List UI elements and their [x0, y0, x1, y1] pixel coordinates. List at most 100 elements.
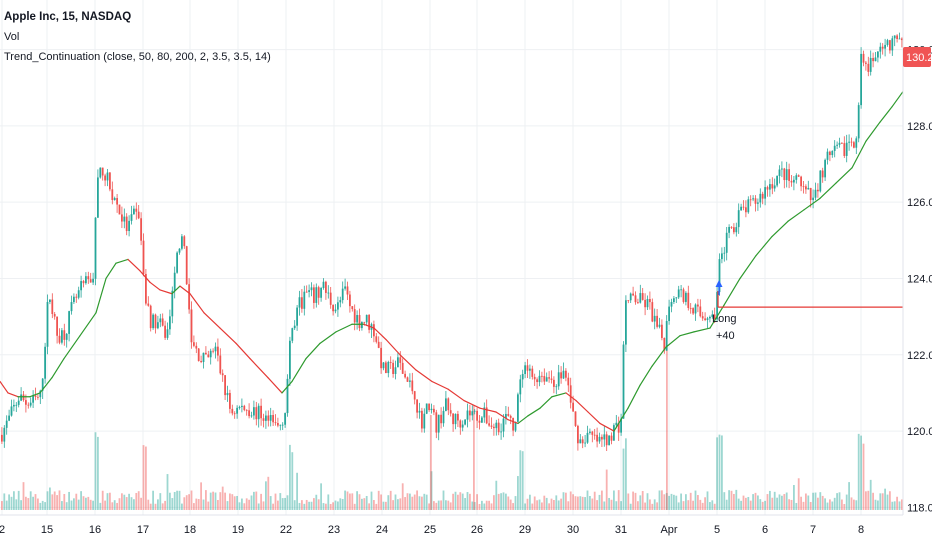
symbol-title[interactable]: Apple Inc, 15, NASDAQ — [4, 11, 132, 23]
volume-bar — [500, 493, 502, 510]
time-axis[interactable]: 2 15 16 17 18 19 22 23 24 25 26 29 30 31 Apr 5 6 7 8 — [0, 524, 864, 536]
candle-body — [589, 431, 591, 433]
candle-body — [740, 206, 742, 211]
volume-bar — [795, 502, 798, 510]
volume-bar — [572, 494, 574, 510]
candle-body — [440, 414, 442, 424]
volume-bar — [425, 494, 428, 510]
indicator-legend[interactable]: Trend_Continuation (close, 50, 80, 200, … — [4, 51, 271, 63]
volume-bar — [346, 491, 349, 510]
candle-body — [610, 435, 613, 441]
price-axis-background[interactable] — [903, 0, 932, 515]
candle-body — [675, 297, 678, 299]
volume-bar — [181, 503, 183, 510]
last-price-badge: 130.21 — [903, 47, 932, 67]
volume-bar — [118, 498, 121, 510]
volume-bar — [20, 500, 22, 510]
candle-body — [337, 302, 339, 310]
candle-body — [358, 315, 361, 329]
volume-bar — [622, 448, 625, 510]
volume-bar — [437, 500, 440, 510]
volume-bar — [872, 492, 874, 510]
volume-bar — [711, 500, 714, 510]
candle-body — [824, 159, 826, 178]
volume-bar — [490, 503, 493, 510]
volume-bar — [97, 436, 99, 510]
volume-bar — [49, 487, 51, 510]
candle-body — [382, 362, 385, 369]
volume-bar — [817, 497, 819, 510]
candle-body — [231, 408, 234, 414]
candle-body — [99, 167, 102, 178]
ma-segment — [495, 411, 509, 421]
candle-body — [193, 342, 195, 346]
volume-bar — [673, 494, 675, 510]
ma-segment — [249, 357, 269, 379]
candle-body — [625, 300, 627, 345]
candle-body — [735, 227, 738, 233]
time-tick-label: 23 — [328, 524, 340, 536]
candle-body — [814, 189, 817, 198]
volume-bar — [291, 452, 294, 510]
candle-body — [898, 38, 901, 40]
volume-bar — [243, 503, 246, 510]
ma-segment — [891, 90, 904, 108]
candle-body — [759, 193, 762, 203]
volume-bar — [317, 499, 320, 510]
volume-bar — [658, 490, 661, 510]
ma-segment — [319, 331, 337, 344]
candle-body — [394, 367, 397, 374]
candle-body — [13, 404, 15, 407]
volume-bar — [279, 493, 282, 510]
volume-bar — [25, 496, 27, 510]
candle-body — [533, 376, 536, 380]
volume-bar — [687, 500, 690, 510]
volume-bar — [63, 494, 66, 510]
candle-body — [123, 216, 126, 222]
volume-bar — [881, 493, 884, 510]
volume-bar — [653, 499, 656, 510]
candle-body — [689, 307, 692, 309]
volume-bar — [152, 490, 154, 510]
time-tick-label: 19 — [232, 524, 244, 536]
volume-bar — [850, 497, 853, 510]
candle-body — [850, 141, 853, 143]
candle-body — [598, 436, 601, 442]
candle-body — [157, 322, 159, 329]
candle-body — [874, 57, 877, 62]
volume-bar — [217, 500, 219, 510]
volume-bar — [548, 503, 550, 510]
volume-bar — [193, 503, 195, 510]
volume-bar — [389, 490, 392, 510]
volume-bar — [253, 491, 255, 510]
time-tick-label: 24 — [376, 524, 388, 536]
volume-bar — [277, 500, 279, 510]
volume-bar — [459, 492, 462, 510]
candle-body — [447, 398, 450, 411]
candle-body — [109, 172, 111, 190]
time-tick-label: 5 — [714, 524, 720, 536]
volume-bar — [761, 501, 764, 510]
candle-body — [670, 301, 673, 307]
candle-body — [423, 413, 426, 429]
volume-bar — [639, 495, 642, 510]
price-tick-label: 126.00 — [907, 197, 932, 209]
candle-body — [159, 318, 162, 323]
volume-bar — [212, 491, 214, 510]
volume-bar — [464, 498, 466, 510]
candle-body — [229, 392, 231, 409]
ma-segment — [565, 392, 577, 402]
volume-bar — [617, 490, 620, 510]
volume-bar — [473, 405, 475, 510]
volume-bar — [675, 495, 678, 510]
time-tick-label: 8 — [858, 524, 864, 536]
volume-legend[interactable]: Vol — [4, 31, 20, 43]
candle-body — [113, 198, 116, 201]
candle-body — [478, 420, 481, 423]
volume-bar — [370, 491, 373, 510]
candle-body — [202, 352, 205, 363]
volume-bar — [385, 501, 387, 510]
volume-bar — [423, 493, 426, 510]
